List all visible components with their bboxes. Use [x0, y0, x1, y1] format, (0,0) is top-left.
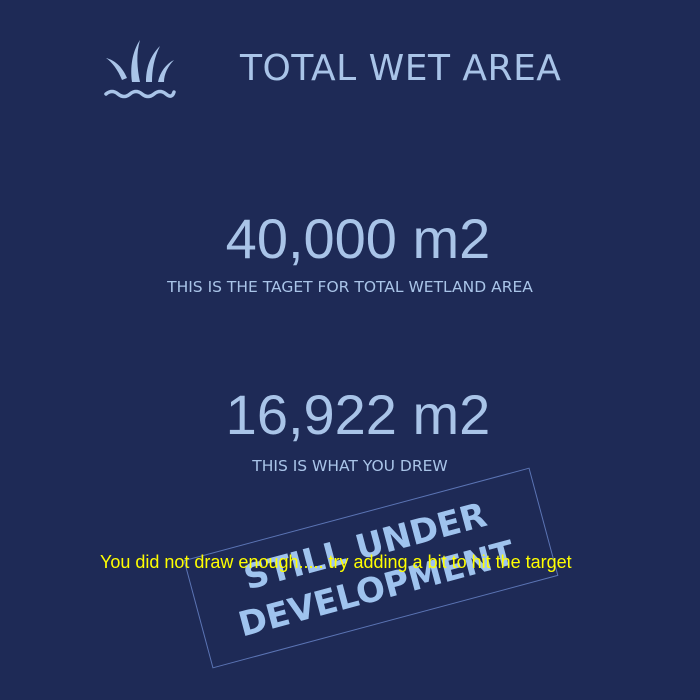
target-area-value: 40,000 m2	[225, 207, 491, 270]
drawn-area-caption: THIS IS WHAT YOU DREW	[252, 457, 448, 475]
wetland-logo-icon	[102, 38, 176, 104]
target-area-caption: THIS IS THE TAGET FOR TOTAL WETLAND AREA	[167, 278, 533, 296]
feedback-message: You did not draw enough..... try adding …	[100, 552, 572, 572]
drawn-area-value: 16,922 m2	[225, 383, 491, 446]
page-title: TOTAL WET AREA	[240, 48, 562, 89]
